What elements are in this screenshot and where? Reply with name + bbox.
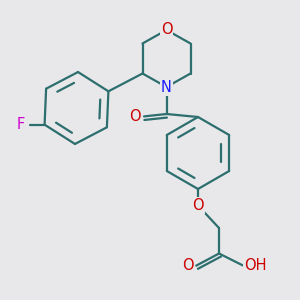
Text: O: O: [129, 109, 141, 124]
Text: N: N: [161, 80, 172, 94]
Text: O: O: [192, 198, 204, 213]
Text: O: O: [182, 258, 193, 273]
Text: OH: OH: [244, 258, 266, 273]
Text: O: O: [161, 22, 172, 38]
Text: F: F: [16, 117, 25, 132]
